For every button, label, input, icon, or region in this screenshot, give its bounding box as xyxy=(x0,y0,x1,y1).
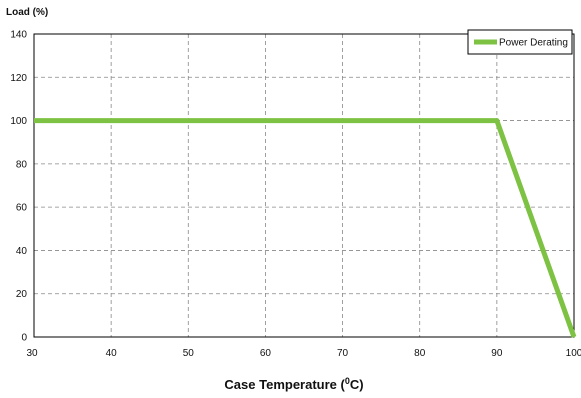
grid xyxy=(34,34,574,337)
x-tick-label: 30 xyxy=(26,348,38,359)
x-tick-label: 80 xyxy=(414,348,426,359)
y-tick-label: 40 xyxy=(16,246,28,257)
legend: Power Derating xyxy=(467,29,573,55)
y-tick-label: 0 xyxy=(21,333,27,344)
y-tick-label: 60 xyxy=(16,203,28,214)
x-tick-label: 50 xyxy=(183,348,195,359)
x-axis-title-sup: 0 xyxy=(345,376,350,386)
x-tick-label: 90 xyxy=(491,348,503,359)
x-axis-title-text: Case Temperature ( xyxy=(224,377,345,392)
x-tick-label: 70 xyxy=(337,348,349,359)
series-layer xyxy=(33,118,577,338)
x-tick-label: 100 xyxy=(566,348,581,359)
x-axis-title-unit: C) xyxy=(350,377,364,392)
y-tick-label: 120 xyxy=(10,73,27,84)
y-tick-label: 20 xyxy=(16,289,28,300)
y-tick-label: 80 xyxy=(16,159,28,170)
y-axis-title: Load (%) xyxy=(6,7,48,18)
x-tick-label: 60 xyxy=(260,348,272,359)
series-line-0 xyxy=(34,118,577,338)
y-tick-label: 100 xyxy=(10,116,27,127)
legend-label: Power Derating xyxy=(499,38,568,49)
x-axis-title: Case Temperature (0C) xyxy=(224,376,363,392)
x-tick-label: 40 xyxy=(106,348,118,359)
plot-frame xyxy=(33,33,575,338)
tick-labels: 30 40 50 60 70 80 90 100 0 20 40 60 80 100 120 140 xyxy=(10,30,581,360)
y-tick-label: 140 xyxy=(10,30,27,41)
